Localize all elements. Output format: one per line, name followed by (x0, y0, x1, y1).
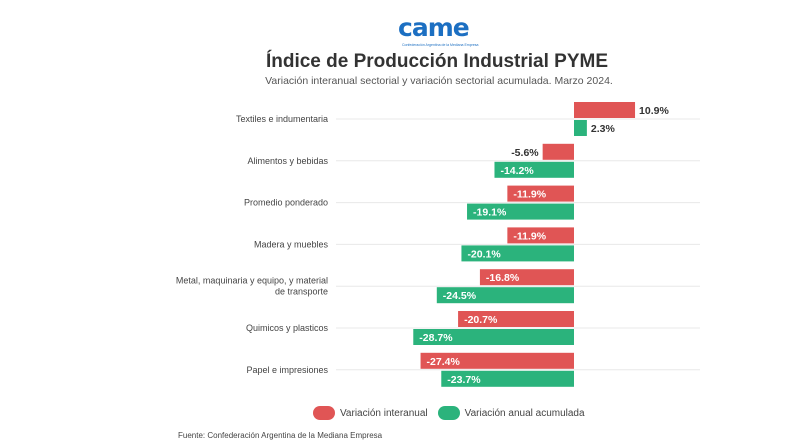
category-label: Metal, maquinaria y equipo, y material de… (176, 276, 328, 297)
legend-item-acumulada[interactable]: Variación anual acumulada (437, 406, 585, 420)
legend-swatch-interanual (313, 406, 335, 420)
category-label: Madera y muebles (254, 239, 329, 249)
bar (467, 203, 574, 220)
data-label: -14.2% (500, 165, 534, 177)
bar (494, 161, 574, 178)
data-label: 2.3% (591, 123, 616, 135)
bar (461, 245, 574, 262)
data-label: -28.7% (419, 332, 453, 344)
bar (507, 185, 574, 202)
bar (436, 287, 574, 304)
data-label: -11.9% (513, 189, 546, 201)
data-label: -20.7% (464, 314, 498, 326)
data-label: -11.9% (513, 230, 546, 242)
bar (507, 227, 574, 244)
bar (420, 352, 574, 369)
legend-item-interanual[interactable]: Variación interanual (313, 406, 428, 420)
bar (413, 329, 574, 345)
category-label: Promedio ponderado (244, 198, 328, 208)
category-label: Quimicos y plasticos (246, 323, 329, 333)
chart-legend: Variación interanual Variación anual acu… (313, 404, 595, 422)
data-label: -19.1% (473, 207, 507, 219)
category-label: Papel e impresiones (246, 365, 328, 375)
legend-label-acumulada: Variación anual acumulada (464, 407, 585, 419)
data-label: -23.7% (447, 374, 481, 386)
logo-wordmark: came (398, 13, 470, 42)
data-label: -20.1% (467, 248, 501, 260)
bar (574, 102, 636, 118)
logo-tagline: Confederación Argentina de la Mediana Em… (402, 43, 479, 47)
data-label: -27.4% (427, 356, 461, 368)
category-label: Textiles e indumentaria (236, 114, 328, 124)
chart-subtitle: Variación interanual sectorial y variaci… (265, 75, 613, 87)
chart-title: Índice de Producción Industrial PYME (265, 51, 609, 72)
bar (441, 370, 574, 387)
source-note: Fuente: Confederación Argentina de la Me… (178, 431, 383, 440)
data-label: -24.5% (443, 290, 477, 302)
category-label: Alimentos y bebidas (247, 156, 328, 166)
data-label: -5.6% (511, 147, 539, 159)
legend-label-interanual: Variación interanual (340, 407, 428, 419)
bar (542, 143, 574, 160)
legend-swatch-acumulada (437, 406, 460, 420)
bar (479, 269, 574, 286)
bar (458, 311, 574, 327)
came-logo: came Confederación Argentina de la Media… (398, 13, 478, 48)
data-label: 10.9% (639, 105, 669, 117)
data-label: -16.8% (486, 272, 520, 284)
bar (574, 120, 587, 136)
